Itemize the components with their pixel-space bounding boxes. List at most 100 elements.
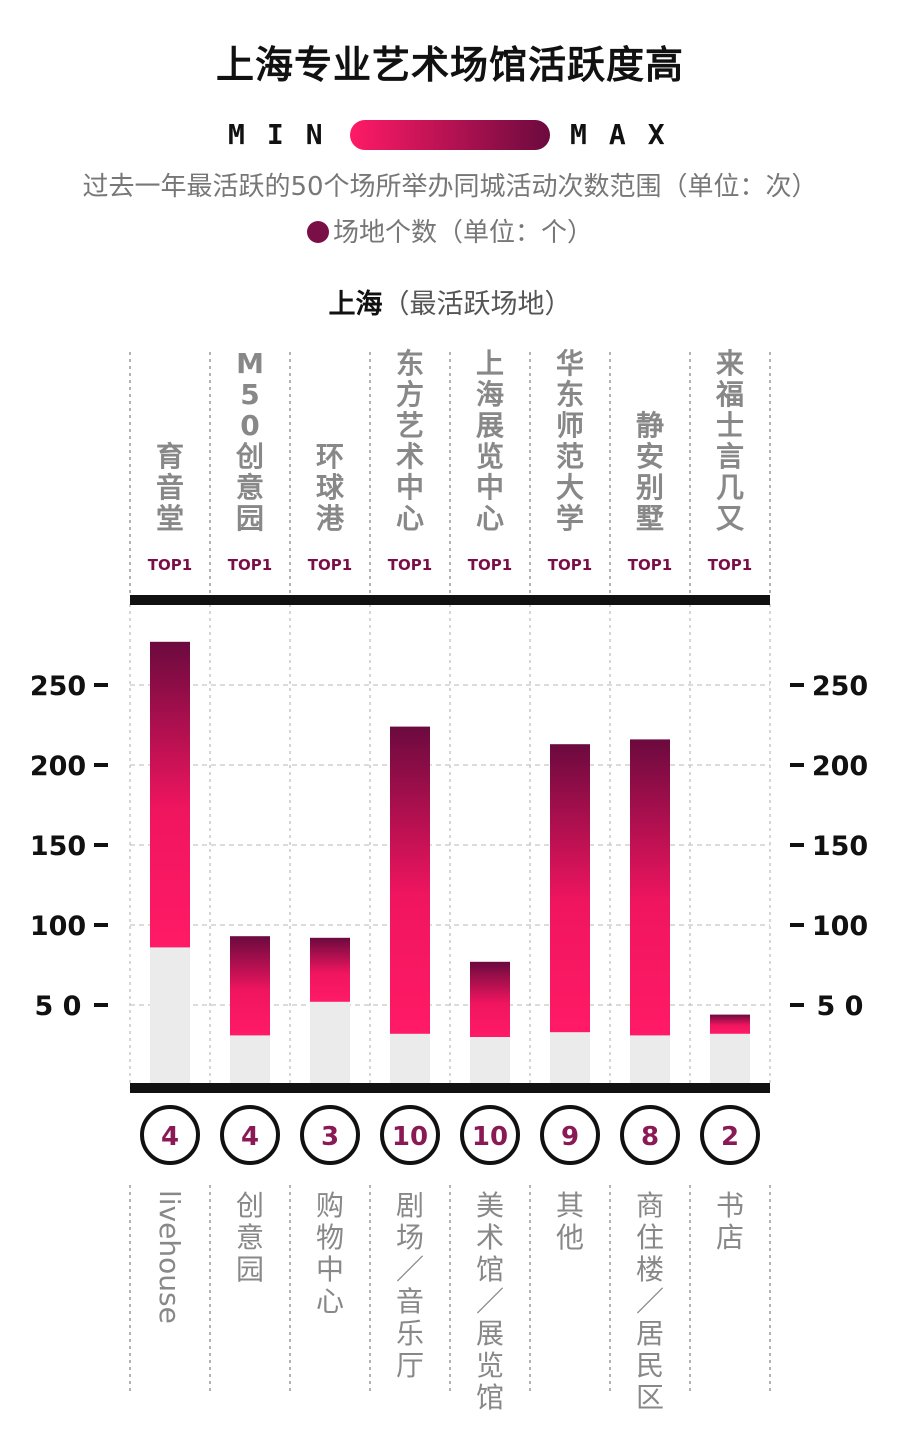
subtitle-city: 上海	[328, 289, 383, 320]
y-tick-label-right: 100	[812, 911, 868, 942]
category-label: 书店	[716, 1189, 744, 1254]
top-venue-char: 范	[556, 440, 584, 473]
top-venue-char: 心	[396, 502, 424, 535]
legend-min-label: MIN	[228, 118, 345, 151]
top-venue-char: 意	[236, 471, 264, 504]
bar-range	[310, 937, 350, 1002]
top-venue-char: 艺	[396, 409, 424, 442]
y-tick-label-left: 150	[30, 831, 86, 862]
bar-range	[470, 961, 510, 1037]
venue-count-circle	[220, 1105, 280, 1165]
y-tick-label-left: 5 0	[35, 991, 82, 1022]
y-tick-label-right: 150	[812, 831, 868, 862]
top-venue-char: 学	[556, 502, 584, 535]
top-label: TOP1	[708, 556, 752, 574]
venue-count-label: 10	[472, 1122, 508, 1152]
venue-count-circle	[300, 1105, 360, 1165]
top-venue-char: 言	[716, 440, 744, 473]
bar-base	[550, 1032, 590, 1088]
top-venue-char: 大	[556, 471, 584, 504]
y-tick-label-left: 100	[30, 911, 86, 942]
y-tick-label-right: 200	[812, 751, 868, 782]
top-axis-bar	[130, 595, 770, 605]
category-label: 创意园	[236, 1189, 264, 1286]
color-legend: MIN MAX	[0, 114, 900, 158]
venue-count-label: 4	[241, 1122, 259, 1152]
top-venue-char: 安	[636, 440, 664, 473]
venue-count-circle	[620, 1105, 680, 1165]
venue-count-label: 2	[721, 1122, 739, 1152]
top-venue-char: 5	[240, 378, 259, 411]
bottom-axis-bar	[130, 1083, 770, 1093]
top-venue-char: 来	[716, 347, 744, 380]
category-label: livehouse	[153, 1190, 186, 1324]
venue-count-circle	[380, 1105, 440, 1165]
category-label: 购物中心	[316, 1189, 344, 1318]
legend-gradient-bar	[350, 120, 550, 150]
top-venue-char: 览	[476, 440, 504, 473]
top-venue-char: 创	[235, 440, 264, 473]
venue-count-label: 10	[392, 1122, 428, 1152]
bar-range	[230, 936, 270, 1036]
top-venue-char: 心	[476, 502, 504, 535]
venue-count-circle	[140, 1105, 200, 1165]
top-label: TOP1	[548, 556, 592, 574]
top-venue-char: 术	[396, 440, 424, 473]
top-venue-char: 园	[236, 502, 264, 535]
top-venue-char: 港	[316, 502, 345, 535]
category-label: 美术馆／展览馆	[476, 1189, 504, 1414]
bar-range	[710, 1014, 750, 1034]
top-venue-char: 士	[716, 409, 744, 442]
bar-base	[310, 1001, 350, 1088]
top-label: TOP1	[308, 556, 352, 574]
top-venue-char: 上	[476, 347, 504, 380]
venue-count-circle	[540, 1105, 600, 1165]
top-venue-char: 福	[715, 378, 744, 411]
top-venue-char: 东	[556, 378, 584, 411]
top-venue-char: 球	[316, 471, 345, 504]
bar-range	[630, 739, 670, 1036]
top-label: TOP1	[388, 556, 432, 574]
top-venue-char: 方	[396, 378, 424, 411]
top-venue-char: 几	[716, 471, 744, 504]
venue-count-label: 9	[561, 1122, 579, 1152]
top-venue-char: 师	[556, 409, 584, 442]
top-venue-char: 静	[636, 409, 664, 442]
dot-legend-text: 场地个数（单位：个）	[332, 218, 593, 248]
top-venue-char: 海	[476, 378, 504, 411]
dot-legend: 场地个数（单位：个）	[0, 212, 900, 249]
top-label: TOP1	[228, 556, 272, 574]
chart-title: 上海专业艺术场馆活跃度高	[215, 43, 684, 87]
top-venue-char: 中	[476, 471, 504, 504]
bar-base	[630, 1035, 670, 1088]
y-tick-label-right: 5 0	[817, 991, 864, 1022]
venue-count-label: 4	[161, 1122, 179, 1152]
top-venue-char: 华	[556, 347, 584, 380]
top-venue-char: 别	[636, 471, 664, 504]
venue-count-label: 8	[641, 1122, 659, 1152]
bar-base	[710, 1033, 750, 1088]
top-venue-char: 堂	[156, 502, 184, 535]
top-label: TOP1	[148, 556, 192, 574]
venue-count-label: 3	[321, 1122, 339, 1152]
top-venue-char: 育	[156, 440, 184, 473]
bar-range	[150, 641, 190, 948]
y-tick-label-right: 250	[812, 671, 868, 702]
y-tick-label-left: 250	[30, 671, 86, 702]
bar-base	[150, 947, 190, 1088]
top-venue-char: 环	[316, 440, 344, 473]
venue-count-circle	[700, 1105, 760, 1165]
top-venue-char: 东	[396, 347, 424, 380]
chart-subtitle: 上海（最活跃场地）	[0, 282, 900, 321]
top-label: TOP1	[628, 556, 672, 574]
venue-count-circle	[460, 1105, 520, 1165]
y-tick-label-left: 200	[30, 751, 86, 782]
category-label: 其他	[556, 1189, 584, 1254]
category-label: 剧场／音乐厅	[396, 1189, 424, 1382]
bar-range	[550, 744, 590, 1033]
top-venue-char: 0	[240, 409, 259, 442]
bar-base	[390, 1033, 430, 1088]
top-venue-char: 中	[396, 471, 424, 504]
top-venue-char: 展	[476, 409, 504, 442]
